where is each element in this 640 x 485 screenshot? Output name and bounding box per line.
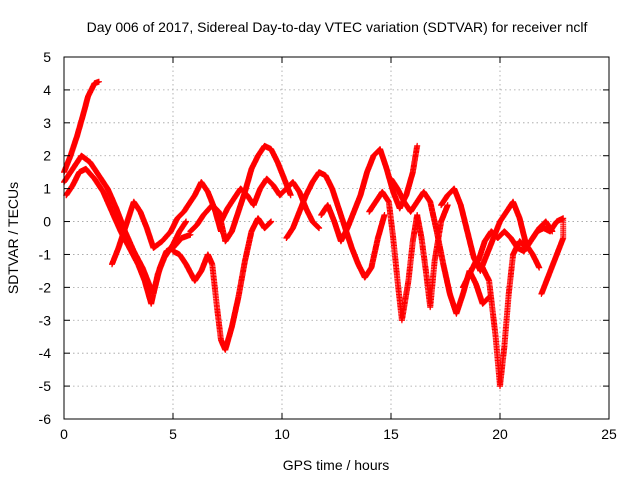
data-point-markers <box>61 78 102 176</box>
data-series-track-3 <box>63 165 190 307</box>
data-series-track-9 <box>318 142 421 245</box>
y-tick-label: -1 <box>39 246 52 262</box>
data-series-track-8 <box>283 169 388 281</box>
data-series-track-13 <box>459 218 556 390</box>
data-point-markers <box>109 179 224 268</box>
y-tick-label: -3 <box>39 312 52 328</box>
y-tick-label: 5 <box>43 49 51 65</box>
data-point-markers <box>366 188 451 324</box>
y-tick-label: 2 <box>43 148 51 164</box>
data-layer <box>61 78 567 390</box>
data-point-markers <box>63 165 190 307</box>
data-point-markers <box>475 215 567 297</box>
y-axis-label: SDTVAR / TECUs <box>5 182 21 294</box>
y-tick-label: 3 <box>43 115 51 131</box>
plot-frame <box>63 56 610 420</box>
data-point-markers <box>170 215 275 353</box>
data-series-track-5 <box>170 215 275 353</box>
x-tick-label: 25 <box>601 426 617 442</box>
y-tick-label: -5 <box>39 378 52 394</box>
y-tick-label: -6 <box>39 411 52 427</box>
data-point-markers <box>187 142 294 245</box>
data-point-markers <box>459 218 556 390</box>
axis-layer: 0 5 10 15 20 25 -6 -5 -4 -3 -2 -1 0 1 2 3 4 5 <box>39 49 617 442</box>
y-tick-label: 1 <box>43 181 51 197</box>
data-point-markers <box>283 169 388 281</box>
data-series-track-7 <box>218 175 323 232</box>
x-tick-label: 15 <box>383 426 399 442</box>
data-series-track-4 <box>109 179 224 268</box>
x-axis-label: GPS time / hours <box>283 457 390 473</box>
y-tick-label: -2 <box>39 279 52 295</box>
data-point-markers <box>218 175 323 232</box>
y-tick-label: -4 <box>39 345 52 361</box>
chart-title: Day 006 of 2017, Sidereal Day-to-day VTE… <box>87 19 588 35</box>
y-tick-label: 0 <box>43 214 51 230</box>
data-series-track-12 <box>438 185 543 274</box>
data-point-markers <box>438 185 543 274</box>
y-tick-label: 4 <box>43 82 51 98</box>
data-series-track-10 <box>366 188 451 324</box>
x-tick-label: 10 <box>274 426 290 442</box>
x-tick-label: 0 <box>60 426 68 442</box>
data-series-track-14 <box>475 215 567 297</box>
data-series-track-1 <box>61 78 102 176</box>
data-point-markers <box>318 142 421 245</box>
data-series-track-6 <box>187 142 294 245</box>
x-tick-label: 5 <box>169 426 177 442</box>
x-tick-label: 20 <box>492 426 508 442</box>
